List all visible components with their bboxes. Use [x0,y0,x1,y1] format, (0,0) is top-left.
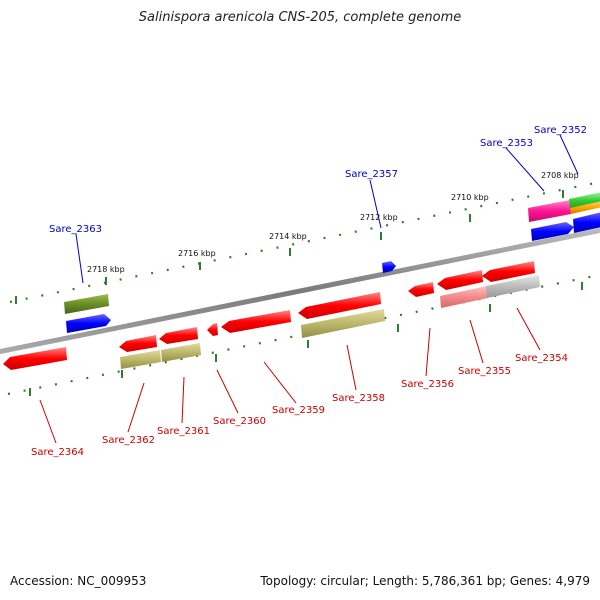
gene-label-sare-2362[interactable]: Sare_2362 [102,435,155,446]
bottom-leader-lines [39,307,541,444]
feature-sare-2357-blue[interactable] [382,261,396,273]
gene-label-sare-2364[interactable]: Sare_2364 [31,447,84,458]
feature-sare-2359[interactable] [221,310,291,333]
feature-sare-2354[interactable] [482,261,535,282]
gene-label-sare-2355[interactable]: Sare_2355 [458,366,511,377]
gene-label-sare-2360[interactable]: Sare_2360 [213,416,266,427]
gene-label-sare-2353[interactable]: Sare_2353 [480,138,533,149]
feature-sare-2360[interactable] [207,323,218,336]
gene-label-sare-2352[interactable]: Sare_2352 [534,125,587,136]
feature-sare-2358-khaki[interactable] [301,309,385,338]
feature-sare-2363-olive[interactable] [64,294,109,314]
feature-sare-2364[interactable] [3,347,67,370]
feature-sare-2355[interactable] [437,270,483,290]
ruler-label-2716: 2716 kbp [178,249,216,258]
feature-sare-2362[interactable] [119,335,157,352]
top-leader-lines [75,134,579,284]
ruler-label-2714: 2714 kbp [269,232,307,241]
gene-label-sare-2361[interactable]: Sare_2361 [157,426,210,437]
ruler-label-2708: 2708 kbp [541,171,579,180]
feature-sare-2352-green[interactable] [569,192,600,209]
feature-sare-2352-orange[interactable] [570,201,600,214]
feature-sare-2354-grey[interactable] [486,275,540,298]
gene-label-sare-2354[interactable]: Sare_2354 [515,353,568,364]
gene-label-sare-2358[interactable]: Sare_2358 [332,393,385,404]
genome-summary-text: Topology: circular; Length: 5,786,361 bp… [260,574,590,588]
feature-sare-2363-blue[interactable] [66,314,111,333]
outer-ruler-major-ticks [15,190,564,304]
gene-label-sare-2359[interactable]: Sare_2359 [272,405,325,416]
feature-sare-2361[interactable] [159,327,198,344]
gene-label-sare-2356[interactable]: Sare_2356 [401,379,454,390]
feature-sare-2352-blue[interactable] [573,212,600,233]
accession-text: Accession: NC_009953 [10,574,147,588]
feature-sare-2361-khaki[interactable] [161,343,201,362]
map-title: Salinispora arenicola CNS-205, complete … [138,10,462,25]
gene-label-sare-2357[interactable]: Sare_2357 [345,169,398,180]
ruler-label-2710: 2710 kbp [451,193,489,202]
feature-sare-2356[interactable] [408,282,434,297]
feature-sare-2355-light[interactable] [440,286,488,308]
feature-sare-2362-khaki[interactable] [120,350,161,369]
genome-backbone [0,227,600,355]
feature-sare-2353-blue[interactable] [531,222,574,241]
gene-label-sare-2363[interactable]: Sare_2363 [49,224,102,235]
feature-sare-2358[interactable] [298,292,381,319]
ruler-label-2718: 2718 kbp [87,265,125,274]
feature-sare-2353-magenta[interactable] [528,200,571,222]
inner-ruler-major-ticks [29,282,583,396]
